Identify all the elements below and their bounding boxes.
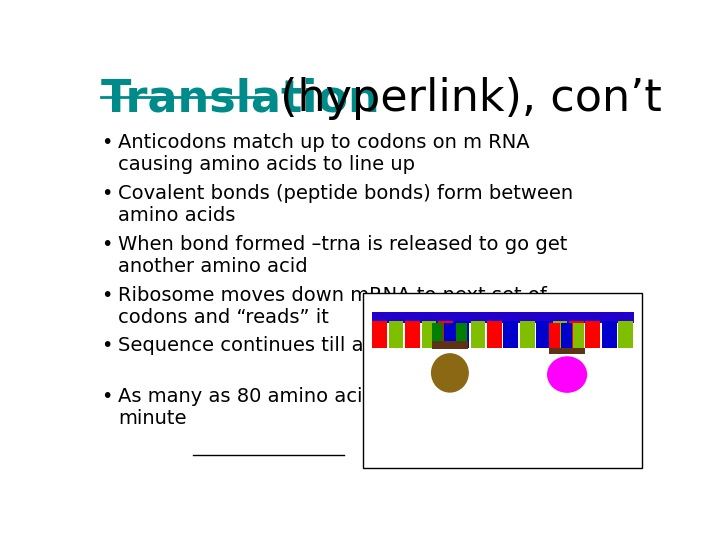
Ellipse shape xyxy=(431,353,469,393)
Bar xyxy=(421,321,436,348)
Bar xyxy=(438,321,453,348)
Bar xyxy=(585,321,600,348)
Bar xyxy=(372,321,387,348)
Text: As many as 80 amino acids may be linked per
minute: As many as 80 amino acids may be linked … xyxy=(118,387,567,428)
Bar xyxy=(536,321,551,348)
Bar xyxy=(561,322,572,348)
Bar xyxy=(432,322,443,341)
Text: •: • xyxy=(101,336,112,355)
Text: Ribosome moves down mRNA to next set of
codons and “reads” it: Ribosome moves down mRNA to next set of … xyxy=(118,286,546,327)
Bar xyxy=(503,321,518,348)
Text: Translation: Translation xyxy=(101,77,381,120)
Text: Covalent bonds (peptide bonds) form between
amino acids: Covalent bonds (peptide bonds) form betw… xyxy=(118,184,573,225)
Bar xyxy=(520,321,534,348)
Text: Anticodons match up to codons on m RNA
causing amino acids to line up: Anticodons match up to codons on m RNA c… xyxy=(118,133,529,174)
Bar xyxy=(549,348,585,354)
Text: •: • xyxy=(101,387,112,406)
Bar xyxy=(372,312,634,322)
Bar xyxy=(471,321,485,348)
Bar xyxy=(487,321,502,348)
Bar xyxy=(364,294,642,468)
Bar xyxy=(405,321,420,348)
Bar xyxy=(602,321,616,348)
Ellipse shape xyxy=(547,356,588,393)
Bar xyxy=(569,321,584,348)
Text: •: • xyxy=(101,235,112,254)
Text: Sequence continues till an entire protein is made: Sequence continues till an entire protei… xyxy=(118,336,598,355)
Bar xyxy=(618,321,633,348)
Text: •: • xyxy=(101,286,112,305)
Bar xyxy=(553,321,567,348)
Bar xyxy=(456,322,467,341)
Bar xyxy=(454,321,469,348)
Bar xyxy=(432,341,468,349)
Bar xyxy=(444,322,455,341)
Bar xyxy=(389,321,403,348)
Text: When bond formed –trna is released to go get
another amino acid: When bond formed –trna is released to go… xyxy=(118,235,567,276)
Text: (hyperlink), con’t: (hyperlink), con’t xyxy=(266,77,662,120)
Bar xyxy=(549,322,560,348)
Text: •: • xyxy=(101,184,112,203)
Text: •: • xyxy=(101,133,112,152)
Bar xyxy=(573,322,584,348)
